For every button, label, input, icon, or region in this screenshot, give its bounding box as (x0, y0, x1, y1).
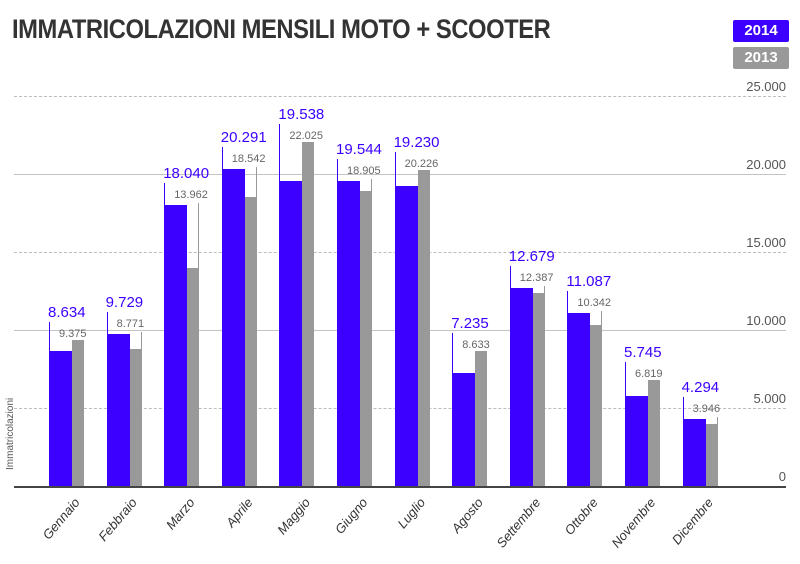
leader-line-2013 (371, 179, 372, 192)
leader-line-2013 (140, 332, 142, 350)
x-tick-label: Agosto (448, 495, 486, 536)
bar-2013 (360, 191, 372, 486)
bar-2014 (49, 351, 72, 486)
value-label-2014: 11.087 (566, 273, 612, 291)
value-label-2013: 12.387 (519, 272, 554, 285)
bar-2013 (244, 196, 257, 486)
value-label-2013: 3.946 (692, 403, 721, 415)
x-tick-label: Settembre (493, 495, 544, 551)
value-label-2014: 9.729 (105, 294, 144, 312)
leader-line-2014 (452, 333, 454, 374)
x-tick-label: Aprile (222, 495, 256, 531)
leader-line-2014 (106, 312, 108, 335)
x-tick-label: Luglio (394, 495, 429, 532)
leader-line-2014 (682, 397, 684, 419)
leader-line-2014 (394, 152, 396, 186)
value-label-2013: 22.025 (289, 130, 324, 143)
value-label-2013: 18.542 (231, 153, 266, 166)
value-label-2013: 8.771 (116, 318, 145, 331)
bar-2014 (164, 204, 188, 486)
bar-2013 (475, 351, 488, 486)
bar-2013 (129, 349, 142, 486)
bar-2013 (532, 292, 545, 486)
x-tick-label: Novembre (608, 495, 659, 551)
value-label-2014: 8.634 (48, 303, 86, 321)
legend-2014-label: 2014 (744, 22, 778, 39)
leader-line-2014 (509, 266, 511, 289)
value-label-2014: 20.291 (220, 129, 267, 147)
x-tick-label: Dicembre (668, 495, 717, 548)
leader-line-2014 (337, 159, 338, 182)
value-label-2014: 19.538 (278, 106, 325, 124)
value-label-2013: 10.342 (577, 297, 612, 310)
leader-line-2014 (221, 147, 223, 170)
x-tick-label: Febbraio (95, 495, 141, 544)
value-label-2013: 9.375 (59, 327, 87, 340)
bar-2013 (72, 339, 84, 486)
leader-line-2014 (567, 291, 569, 314)
y-axis-label: Immatricolazioni (5, 397, 16, 470)
x-tick-label: Gennaio (39, 495, 83, 543)
chart-title: IMMATRICOLAZIONI MENSILI MOTO + SCOOTER (12, 14, 551, 44)
leader-line-2014 (164, 182, 166, 205)
bar-2014 (452, 373, 476, 486)
bar-2014 (106, 334, 130, 486)
bar-2013 (302, 142, 315, 486)
bar-2014 (394, 186, 418, 486)
bar-2014 (567, 313, 591, 486)
leader-line-2013 (543, 286, 545, 293)
value-label-2014: 19.544 (336, 141, 382, 159)
legend-2013-label: 2013 (744, 49, 778, 66)
bar-2013 (705, 424, 718, 486)
gridline (14, 96, 786, 97)
x-tick-label: Maggio (273, 495, 313, 538)
bar-2014 (337, 181, 360, 486)
value-label-2014: 19.230 (393, 134, 440, 152)
x-tick-label: Marzo (162, 495, 198, 533)
x-axis-line (14, 486, 786, 488)
leader-line-2014 (625, 361, 626, 397)
bar-2014 (509, 288, 533, 486)
leader-line-2014 (49, 321, 50, 352)
value-label-2014: 5.745 (624, 343, 662, 361)
value-label-2013: 20.226 (404, 158, 439, 171)
bar-2013 (590, 324, 603, 486)
value-label-2013: 8.633 (462, 339, 490, 352)
y-tick-label: 25.000 (746, 79, 786, 94)
bar-2013 (648, 379, 660, 486)
bar-2014 (625, 396, 648, 486)
value-label-2014: 18.040 (163, 164, 210, 182)
value-label-2013: 6.819 (635, 367, 663, 380)
legend-2014: 2014 (733, 20, 789, 42)
value-label-2014: 4.294 (681, 379, 720, 396)
gridline (14, 174, 786, 175)
leader-line-2013 (255, 167, 257, 197)
leader-line-2013 (601, 311, 603, 325)
bar-2014 (279, 181, 303, 486)
leader-line-2013 (716, 417, 718, 425)
bar-2014 (682, 419, 706, 486)
x-tick-label: Ottobre (561, 495, 601, 538)
leader-line-2013 (198, 202, 200, 269)
leader-line-2014 (279, 124, 281, 182)
bar-2013 (417, 170, 430, 486)
value-label-2013: 18.905 (347, 165, 381, 178)
value-label-2014: 7.235 (451, 315, 489, 333)
x-tick-label: Giugno (332, 495, 371, 537)
bar-2013 (187, 268, 200, 486)
y-tick-label: 10.000 (746, 313, 786, 328)
y-tick-label: 15.000 (746, 235, 786, 250)
bar-2014 (221, 169, 245, 486)
value-label-2014: 12.679 (508, 248, 555, 266)
y-tick-label: 5.000 (753, 391, 786, 406)
legend-2013: 2013 (733, 47, 789, 69)
y-tick-label: 0 (778, 469, 786, 484)
y-tick-label: 20.000 (746, 157, 786, 172)
value-label-2013: 13.962 (174, 188, 208, 201)
